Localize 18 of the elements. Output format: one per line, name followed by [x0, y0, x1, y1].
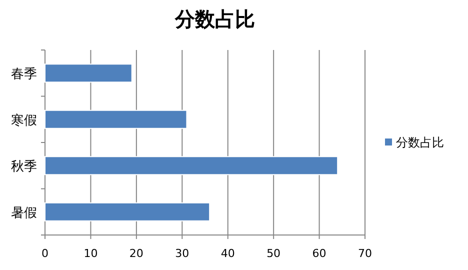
- x-tick-label: 0: [42, 247, 48, 260]
- x-tick-label: 20: [129, 247, 144, 260]
- bar: [44, 202, 210, 222]
- y-tick-label: 暑假: [11, 206, 37, 221]
- y-tick-label: 秋季: [11, 160, 37, 175]
- chart-title: 分数占比: [174, 7, 255, 31]
- y-tick-label: 寒假: [11, 112, 37, 128]
- bar: [44, 156, 338, 176]
- x-tick-label: 40: [220, 247, 235, 260]
- x-tick-label: 30: [175, 247, 190, 260]
- x-tick-label: 10: [84, 247, 98, 260]
- bar: [44, 64, 132, 83]
- x-tick-label: 70: [358, 247, 372, 260]
- legend-label: 分数占比: [396, 136, 444, 150]
- y-tick-label: 春季: [11, 67, 37, 82]
- x-tick-label: 50: [266, 247, 281, 260]
- x-tick-label: 60: [312, 247, 326, 260]
- bar: [44, 110, 188, 129]
